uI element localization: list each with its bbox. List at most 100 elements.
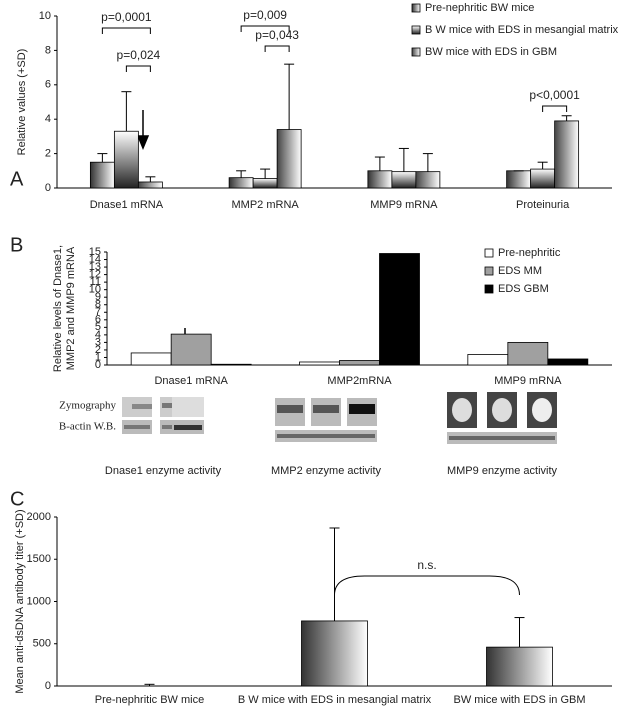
bar bbox=[506, 170, 532, 189]
legend-swatch bbox=[411, 25, 421, 35]
bar bbox=[301, 620, 368, 687]
x-tick-label: B W mice with EDS in mesangial matrix bbox=[238, 694, 432, 706]
legend-label: EDS MM bbox=[498, 265, 542, 277]
arrows bbox=[136, 110, 192, 364]
gel-caption: Dnase1 enzyme activity bbox=[105, 465, 222, 477]
bracket bbox=[264, 45, 290, 52]
y-tick-label: 13 bbox=[89, 261, 101, 273]
bar bbox=[554, 120, 580, 189]
y-tick-label: 14 bbox=[89, 253, 101, 265]
legend-label: Pre-nephritic BW mice bbox=[425, 2, 534, 14]
error-bar bbox=[561, 115, 572, 121]
bar bbox=[530, 168, 556, 189]
y-tick-label: 9 bbox=[95, 291, 101, 303]
y-tick-label: 4 bbox=[45, 113, 51, 125]
y-axis-label: Mean anti-dsDNA antibody titer (+SD) bbox=[14, 509, 26, 693]
x-tick-label: MMP2 mRNA bbox=[232, 199, 300, 211]
bar bbox=[391, 171, 417, 189]
gel-row-label: Zymography bbox=[59, 400, 116, 412]
y-axis-label: MMP2 and MMP9 mRNA bbox=[65, 246, 77, 370]
bar bbox=[113, 130, 139, 189]
bar bbox=[547, 358, 589, 366]
bar bbox=[339, 360, 380, 366]
y-tick-label: 1500 bbox=[27, 553, 51, 565]
y-tick-label: 15 bbox=[89, 246, 101, 258]
error-bar bbox=[374, 156, 385, 171]
legend-label: Pre-nephritic bbox=[498, 247, 561, 259]
panel-label: C bbox=[10, 488, 24, 510]
annotation: n.s. bbox=[417, 558, 436, 572]
y-axis-label: Relative values (+SD) bbox=[16, 49, 28, 156]
x-tick-label: Dnase1 mRNA bbox=[154, 375, 228, 387]
annotation: p=0,0001 bbox=[101, 10, 152, 24]
legend-label: B W mice with EDS in mesangial matrix bbox=[425, 24, 619, 36]
error-bar bbox=[284, 63, 295, 130]
x-tick-label: Dnase1 mRNA bbox=[90, 199, 164, 211]
x-tick-label: MMP9 mRNA bbox=[494, 375, 562, 387]
gel-caption: MMP2 enzyme activity bbox=[271, 465, 382, 477]
bracket bbox=[542, 105, 568, 112]
bar bbox=[170, 333, 212, 366]
bracket bbox=[334, 575, 520, 596]
error-bar bbox=[537, 161, 548, 170]
bar bbox=[228, 177, 254, 189]
error-bar bbox=[236, 170, 247, 178]
error-bar bbox=[121, 91, 132, 132]
y-tick-label: 11 bbox=[90, 276, 101, 288]
y-tick-label: 10 bbox=[89, 284, 101, 296]
y-tick-label: 2 bbox=[95, 344, 101, 356]
y-tick-label: 2000 bbox=[27, 511, 51, 523]
error-bar bbox=[398, 147, 409, 172]
y-tick-label: 12 bbox=[89, 269, 101, 281]
y-tick-label: 8 bbox=[45, 44, 51, 56]
bar bbox=[276, 129, 302, 189]
annotation: p=0,009 bbox=[243, 8, 287, 22]
error-bar bbox=[329, 527, 340, 621]
panel-label: B bbox=[10, 234, 23, 256]
error-bar bbox=[422, 153, 433, 172]
y-tick-label: 4 bbox=[95, 329, 101, 341]
error-bar bbox=[97, 153, 108, 163]
error-bar bbox=[260, 168, 271, 179]
legend-label: EDS GBM bbox=[498, 283, 549, 295]
x-tick-label: Pre-nephritic BW mice bbox=[95, 694, 204, 706]
y-tick-label: 3 bbox=[95, 336, 101, 348]
legend-swatch bbox=[411, 47, 421, 57]
y-tick-label: 7 bbox=[95, 306, 101, 318]
bar bbox=[299, 361, 340, 366]
bar bbox=[507, 341, 549, 366]
y-tick-label: 10 bbox=[39, 10, 51, 22]
x-tick-label: Proteinuria bbox=[516, 199, 570, 211]
annotation: p=0,043 bbox=[255, 28, 299, 42]
y-tick-label: 6 bbox=[45, 79, 51, 91]
bracket bbox=[101, 27, 151, 34]
x-tick-label: MMP2mRNA bbox=[327, 375, 392, 387]
y-tick-label: 0 bbox=[95, 359, 101, 371]
gel-caption: MMP9 enzyme activity bbox=[447, 465, 558, 477]
legend-label: BW mice with EDS in GBM bbox=[425, 46, 557, 58]
annotation: p=0,024 bbox=[117, 48, 161, 62]
bar bbox=[89, 161, 115, 189]
legend-swatch bbox=[484, 266, 494, 276]
bracket bbox=[125, 65, 151, 72]
x-tick-label: BW mice with EDS in GBM bbox=[453, 694, 585, 706]
bracket bbox=[240, 25, 290, 32]
bar bbox=[137, 181, 163, 189]
bar bbox=[210, 363, 252, 366]
gel-row-label: B-actin W.B. bbox=[59, 421, 116, 433]
bar bbox=[486, 646, 553, 687]
bar bbox=[467, 354, 509, 366]
y-tick-label: 0 bbox=[45, 182, 51, 194]
bar bbox=[130, 352, 172, 366]
bar bbox=[379, 253, 420, 366]
y-tick-label: 6 bbox=[95, 314, 101, 326]
y-tick-label: 1000 bbox=[27, 595, 51, 607]
y-tick-label: 0 bbox=[45, 680, 51, 692]
y-tick-label: 500 bbox=[33, 638, 51, 650]
legend-swatch bbox=[411, 3, 421, 13]
y-tick-label: 8 bbox=[95, 299, 101, 311]
bar bbox=[415, 171, 441, 189]
error-bar bbox=[145, 176, 156, 182]
error-bar bbox=[514, 617, 525, 648]
